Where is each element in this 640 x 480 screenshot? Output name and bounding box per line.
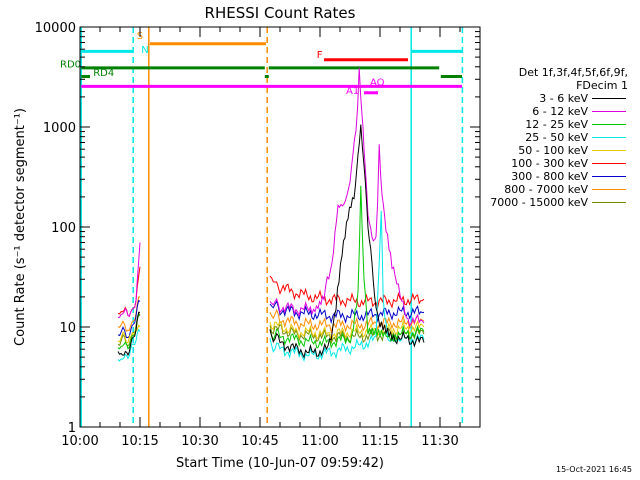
chart-title: RHESSI Count Rates	[205, 4, 356, 22]
series-line	[117, 242, 141, 319]
flag-label: F	[317, 50, 323, 61]
x-tick-label: 10:00	[61, 434, 98, 449]
y-tick-label: 1000	[43, 121, 76, 136]
y-tick-label: 10000	[35, 21, 76, 36]
legend-label: 50 - 100 keV	[518, 144, 588, 157]
x-tick-label: 10:15	[121, 434, 158, 449]
legend-label: 25 - 50 keV	[525, 131, 588, 144]
flag-label: RD0	[60, 59, 81, 70]
series-line	[269, 275, 425, 310]
x-axis-label: Start Time (10-Jun-07 09:59:42)	[176, 456, 384, 471]
series-line	[117, 311, 141, 357]
legend-label: 300 - 800 keV	[511, 170, 588, 183]
legend-header-line: Det 1f,3f,4f,5f,6f,9f,	[518, 66, 628, 79]
legend-item: 6 - 12 keV	[478, 105, 628, 118]
series-line	[269, 185, 425, 350]
flag-label: A1	[346, 86, 359, 97]
y-tick-label: 1	[68, 421, 76, 436]
series-line	[269, 67, 425, 327]
legend-swatch	[592, 124, 626, 125]
legend-label: 3 - 6 keV	[539, 92, 588, 105]
x-tick-label: 10:45	[241, 434, 278, 449]
legend-label: 800 - 7000 keV	[504, 183, 588, 196]
x-tick-label: 11:00	[301, 434, 338, 449]
y-tick-label: 10	[59, 321, 76, 336]
y-tick-label: 100	[51, 221, 76, 236]
annotations: SNFRD0RD4AQA1	[60, 27, 464, 427]
legend-item: 12 - 25 keV	[478, 118, 628, 131]
legend-swatch	[592, 176, 626, 177]
legend-swatch	[592, 111, 626, 112]
series-line	[117, 311, 141, 347]
legend-item: 7000 - 15000 keV	[478, 196, 628, 209]
series-line	[269, 319, 425, 343]
legend-swatch	[592, 137, 626, 138]
x-tick-label: 10:30	[181, 434, 218, 449]
series-line	[117, 328, 141, 362]
flag-label: RD4	[93, 68, 114, 79]
legend-label: 100 - 300 keV	[511, 157, 588, 170]
axes: 10:00 10:15 10:30 10:45 11:00 11:15 11:30 1 10 10…	[35, 21, 481, 449]
legend-label: 7000 - 15000 keV	[490, 196, 588, 209]
flag-label: AQ	[370, 78, 385, 89]
legend-item: 300 - 800 keV	[478, 170, 628, 183]
legend-swatch	[592, 98, 626, 99]
legend-swatch	[592, 163, 626, 164]
flag-label: N	[141, 45, 148, 56]
x-tick-label: 11:15	[361, 434, 398, 449]
legend-label: 6 - 12 keV	[532, 105, 588, 118]
legend-item: 3 - 6 keV	[478, 92, 628, 105]
x-tick-label: 11:30	[421, 434, 458, 449]
legend: Det 1f,3f,4f,5f,6f,9f, FDecim 1 3 - 6 ke…	[478, 66, 628, 209]
data-series	[117, 67, 425, 363]
legend-header-line: FDecim 1	[576, 79, 628, 92]
legend-swatch	[592, 189, 626, 190]
series-line	[269, 124, 425, 359]
timestamp: 15-Oct-2021 16:45	[556, 465, 632, 474]
legend-item: 800 - 7000 keV	[478, 183, 628, 196]
legend-swatch	[592, 150, 626, 151]
series-line	[269, 210, 425, 363]
series-line	[269, 300, 425, 325]
y-axis-label: Count Rate (s⁻¹ detector segment⁻¹)	[13, 108, 28, 346]
legend-swatch	[592, 202, 626, 203]
series-line	[269, 308, 425, 334]
legend-label: 12 - 25 keV	[525, 118, 588, 131]
series-line	[117, 299, 141, 338]
legend-item: 25 - 50 keV	[478, 131, 628, 144]
legend-item: 50 - 100 keV	[478, 144, 628, 157]
legend-item: 100 - 300 keV	[478, 157, 628, 170]
